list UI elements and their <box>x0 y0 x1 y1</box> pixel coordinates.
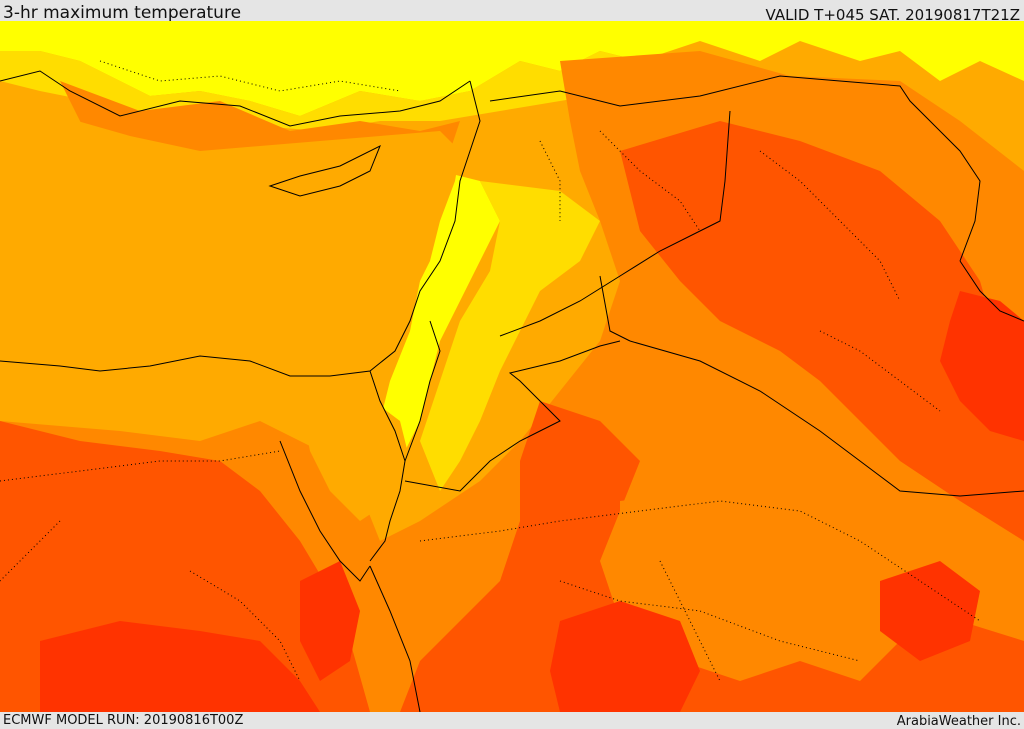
internal-boundaries <box>0 60 981 682</box>
temperature-map <box>0 21 1024 712</box>
field-yellow-north <box>0 21 1024 116</box>
map-title: 3-hr maximum temperature <box>3 3 242 23</box>
field-orange-saudi-inner <box>620 491 840 631</box>
field-deeporange-iraq <box>620 121 1024 541</box>
field-red-saudi <box>550 601 700 712</box>
field-red-iraq <box>940 291 1024 441</box>
field-red-saudi-east <box>880 561 980 661</box>
field-mediterranean <box>0 101 460 381</box>
coastlines <box>0 70 1024 712</box>
field-yellow-levant <box>375 171 500 491</box>
model-run-label: ECMWF MODEL RUN: 20190816T00Z <box>3 713 244 728</box>
credit-label: ArabiaWeather Inc. <box>896 714 1021 729</box>
field-red-egypt <box>40 621 320 712</box>
field-deeporange-saudi <box>400 401 1024 712</box>
field-lightyellow-levant <box>420 181 600 491</box>
field-lightorange-sinai <box>300 391 410 521</box>
valid-time: VALID T+045 SAT. 20190817T21Z <box>765 6 1020 24</box>
field-red-redsea <box>300 561 360 681</box>
